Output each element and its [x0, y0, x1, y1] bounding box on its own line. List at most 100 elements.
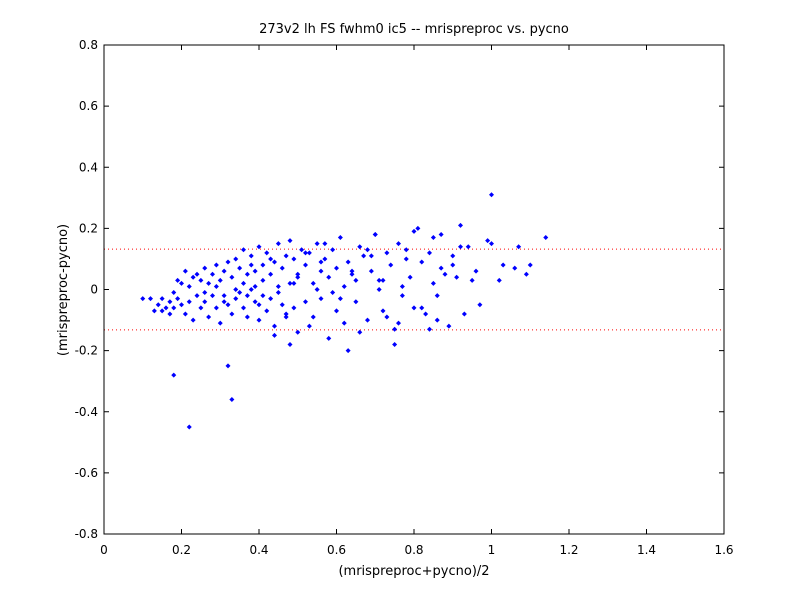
x-tick-label: 0.2: [172, 543, 191, 557]
data-point: [523, 271, 529, 277]
data-point: [260, 293, 266, 299]
data-point: [287, 238, 293, 244]
data-point: [438, 231, 444, 237]
data-point: [434, 317, 440, 323]
data-point: [186, 299, 192, 305]
data-point: [225, 302, 231, 308]
data-point: [171, 290, 177, 296]
data-point: [229, 274, 235, 280]
data-point: [241, 305, 246, 311]
data-point: [314, 241, 320, 247]
data-point: [461, 311, 467, 317]
y-tick-label: 0: [90, 283, 98, 297]
data-point: [283, 314, 289, 320]
data-point: [217, 320, 223, 326]
x-axis-ticks: 0 0.2 0.4 0.6 0.8 1 1.2 1.4 1.6: [100, 45, 734, 557]
data-point: [341, 283, 347, 289]
data-point: [341, 320, 347, 326]
x-tick-label: 1: [488, 543, 496, 557]
data-point: [345, 259, 351, 265]
data-point: [159, 296, 165, 302]
x-tick-label: 1.6: [714, 543, 733, 557]
data-point: [151, 308, 157, 314]
data-point: [295, 329, 301, 335]
data-point: [244, 293, 250, 299]
data-point: [248, 253, 254, 259]
data-point: [423, 311, 429, 317]
x-axis-label: (mrispreproc+pycno)/2: [338, 564, 489, 579]
data-point: [318, 268, 324, 274]
data-point: [221, 293, 227, 299]
data-point: [357, 329, 363, 335]
data-point: [407, 274, 413, 280]
data-point: [353, 277, 359, 283]
data-point: [330, 290, 336, 296]
data-point: [233, 256, 239, 262]
data-point: [272, 323, 277, 329]
data-point: [244, 271, 250, 277]
data-point: [279, 302, 285, 308]
data-point: [179, 302, 184, 308]
data-point: [384, 250, 390, 256]
y-tick-label: -0.6: [75, 466, 98, 480]
y-axis-label: (mrispreproc-pycno): [56, 224, 71, 356]
data-point: [264, 250, 270, 256]
data-point: [194, 271, 200, 277]
data-point: [465, 244, 471, 250]
data-point: [206, 314, 212, 320]
y-tick-label: -0.2: [75, 344, 98, 358]
data-point: [326, 274, 332, 280]
chart-title: 273v2 lh FS fwhm0 ic5 -- mrispreproc vs.…: [259, 22, 569, 37]
data-point: [190, 274, 196, 280]
data-point: [314, 287, 320, 292]
data-point: [303, 299, 308, 305]
data-point: [182, 311, 188, 317]
data-point: [512, 265, 518, 271]
data-point: [318, 296, 324, 302]
data-point: [392, 326, 398, 332]
data-point: [388, 262, 394, 268]
data-point: [337, 235, 343, 241]
data-point: [489, 192, 494, 198]
data-point: [241, 280, 246, 286]
data-point: [167, 299, 173, 305]
data-point: [365, 317, 370, 323]
data-point: [237, 265, 243, 271]
x-tick-label: 0: [100, 543, 108, 557]
data-point: [171, 372, 177, 378]
data-point: [279, 265, 285, 271]
data-point: [198, 277, 204, 283]
y-axis-ticks: -0.8 -0.6 -0.4 -0.2 0 0.2 0.4 0.6 0.8: [75, 38, 724, 541]
data-point: [361, 253, 367, 259]
data-point: [399, 293, 405, 299]
data-point: [477, 302, 483, 308]
data-point: [198, 305, 204, 311]
data-point: [496, 277, 502, 283]
data-point: [252, 299, 258, 305]
data-point: [454, 274, 460, 280]
data-point: [516, 244, 522, 250]
data-point: [473, 268, 479, 274]
data-point: [299, 247, 305, 253]
data-point: [248, 262, 254, 268]
data-point: [291, 280, 297, 286]
data-point: [275, 241, 281, 247]
data-point: [396, 320, 401, 326]
data-point: [372, 231, 378, 237]
data-point: [233, 296, 239, 302]
data-point: [213, 305, 219, 311]
data-point: [349, 268, 355, 274]
data-point: [438, 265, 444, 271]
data-point: [213, 262, 219, 268]
data-point: [225, 363, 231, 369]
y-tick-label: 0.6: [79, 99, 98, 113]
data-point: [303, 262, 308, 268]
data-point: [306, 250, 312, 256]
data-point: [403, 256, 409, 262]
data-point: [268, 271, 274, 277]
data-point: [275, 283, 281, 289]
data-point: [272, 259, 277, 265]
data-point: [345, 348, 351, 354]
data-point: [500, 262, 506, 268]
